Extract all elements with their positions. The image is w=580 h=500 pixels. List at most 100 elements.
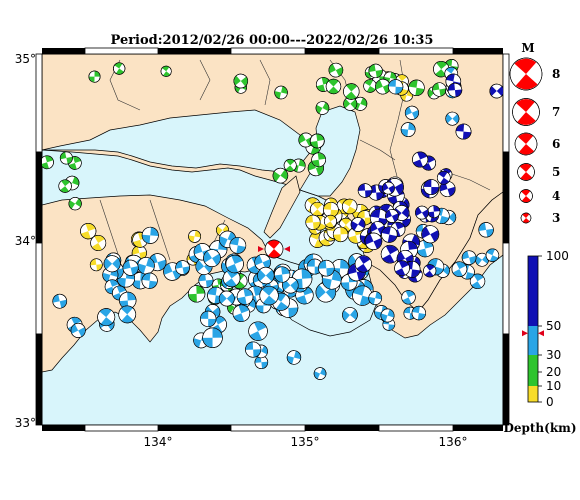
event-82 — [432, 82, 447, 97]
event-149 — [222, 269, 241, 288]
depth-tick-0: 0 — [546, 395, 554, 409]
event-54 — [310, 133, 325, 149]
event-87 — [59, 151, 73, 165]
map-title: Period:2012/02/26 00:00---2022/02/26 10:… — [111, 33, 434, 48]
event-199 — [416, 239, 434, 258]
depth-tick-10: 10 — [546, 379, 561, 393]
event-153 — [122, 259, 139, 276]
event-168 — [232, 304, 251, 322]
event-159 — [203, 249, 221, 267]
event-157 — [175, 260, 190, 275]
event-196 — [461, 250, 477, 265]
mag-legend-ball-3 — [520, 212, 532, 224]
event-160 — [141, 272, 158, 289]
event-25 — [305, 214, 321, 230]
event-180 — [97, 308, 116, 327]
depth-tick-100: 100 — [546, 249, 569, 263]
event-277 — [455, 123, 472, 140]
event-29 — [323, 214, 337, 228]
mag-legend-ball-5 — [517, 163, 535, 181]
event-265 — [382, 181, 395, 195]
event-56 — [328, 62, 344, 78]
magnitude-legend: M 8 7 6 5 4 3 — [509, 41, 560, 225]
event-60 — [325, 78, 342, 95]
event-155 — [141, 226, 159, 244]
mag-legend-ball-4 — [519, 189, 533, 203]
event-92 — [274, 85, 288, 100]
event-264 — [354, 255, 373, 273]
event-227 — [380, 244, 400, 264]
lon-tick-135: 135° — [291, 435, 320, 449]
event-64 — [343, 83, 360, 100]
event-65 — [363, 79, 377, 93]
event-278 — [489, 83, 503, 99]
depth-marker-left — [522, 330, 528, 337]
event-77 — [408, 79, 425, 96]
mag-legend-ball-6 — [514, 132, 538, 156]
latest-event-marker — [258, 239, 290, 259]
event-231 — [350, 217, 366, 232]
event-30 — [89, 258, 103, 272]
event-263 — [394, 260, 410, 277]
event-201 — [445, 111, 460, 126]
mag-legend-label-4: 4 — [552, 189, 560, 203]
mag-legend-label-8: 8 — [552, 67, 560, 81]
depth-bar-50-100 — [528, 256, 538, 326]
lat-tick-35: 35° — [15, 52, 36, 66]
depth-tick-30: 30 — [546, 348, 561, 362]
event-117 — [254, 254, 271, 271]
mag-legend-label-6: 6 — [552, 137, 560, 151]
lon-tick-134: 134° — [144, 435, 173, 449]
event-171 — [202, 327, 223, 348]
event-205 — [400, 122, 416, 138]
event-194 — [451, 261, 468, 277]
event-63 — [315, 101, 330, 115]
event-158 — [229, 237, 247, 254]
event-73 — [187, 285, 206, 303]
magnitude-legend-header: M — [521, 41, 534, 55]
event-51 — [311, 152, 327, 168]
event-271 — [436, 170, 451, 185]
event-91 — [88, 70, 101, 83]
event-246 — [357, 183, 373, 198]
latest-event-ball — [264, 239, 284, 259]
event-212 — [342, 307, 358, 323]
lon-tick-136: 136° — [439, 435, 468, 449]
map-frame — [35, 47, 510, 432]
event-88 — [58, 179, 72, 193]
event-186 — [118, 305, 137, 324]
event-89 — [113, 62, 126, 75]
event-202 — [404, 105, 419, 120]
depth-tick-50: 50 — [546, 319, 561, 333]
event-85 — [42, 155, 54, 170]
event-127 — [257, 266, 275, 285]
event-276 — [447, 82, 463, 98]
event-215 — [313, 367, 327, 380]
depth-bar-0-10 — [528, 386, 538, 402]
event-267 — [364, 232, 383, 251]
depth-bar-10-30 — [528, 355, 538, 386]
event-266 — [423, 264, 437, 278]
event-167 — [218, 290, 235, 307]
event-21 — [332, 226, 349, 243]
event-192 — [478, 222, 494, 238]
event-131 — [274, 266, 291, 283]
event-80 — [433, 61, 450, 78]
event-173 — [200, 310, 217, 328]
event-41 — [188, 229, 201, 243]
event-176 — [259, 285, 279, 306]
event-250 — [421, 225, 440, 244]
event-185 — [52, 293, 68, 309]
event-216 — [254, 355, 269, 370]
event-256 — [427, 205, 441, 219]
event-175 — [236, 288, 254, 305]
event-272 — [412, 151, 429, 168]
event-209 — [401, 290, 416, 305]
depth-marker-right — [538, 330, 544, 337]
event-273 — [423, 179, 440, 195]
event-179 — [104, 279, 120, 295]
event-49 — [298, 132, 314, 148]
depth-legend-unit: Depth(km) — [503, 421, 576, 435]
